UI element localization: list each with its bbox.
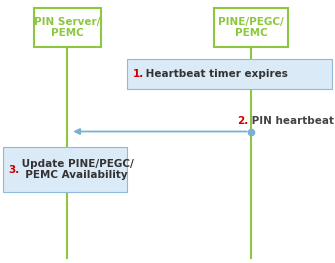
FancyBboxPatch shape: [214, 8, 288, 47]
Text: 2.: 2.: [237, 116, 248, 126]
Text: PIN heartbeat: PIN heartbeat: [248, 116, 334, 126]
FancyBboxPatch shape: [3, 147, 127, 192]
Text: Heartbeat timer expires: Heartbeat timer expires: [142, 69, 287, 79]
FancyBboxPatch shape: [34, 8, 100, 47]
Text: 3.: 3.: [8, 165, 20, 175]
Text: 1.: 1.: [132, 69, 144, 79]
FancyBboxPatch shape: [127, 59, 332, 89]
Text: PIN Server/
PEMC: PIN Server/ PEMC: [34, 17, 100, 38]
Text: Update PINE/PEGC/
  PEMC Availability: Update PINE/PEGC/ PEMC Availability: [18, 159, 134, 180]
Text: PINE/PEGC/
PEMC: PINE/PEGC/ PEMC: [218, 17, 284, 38]
